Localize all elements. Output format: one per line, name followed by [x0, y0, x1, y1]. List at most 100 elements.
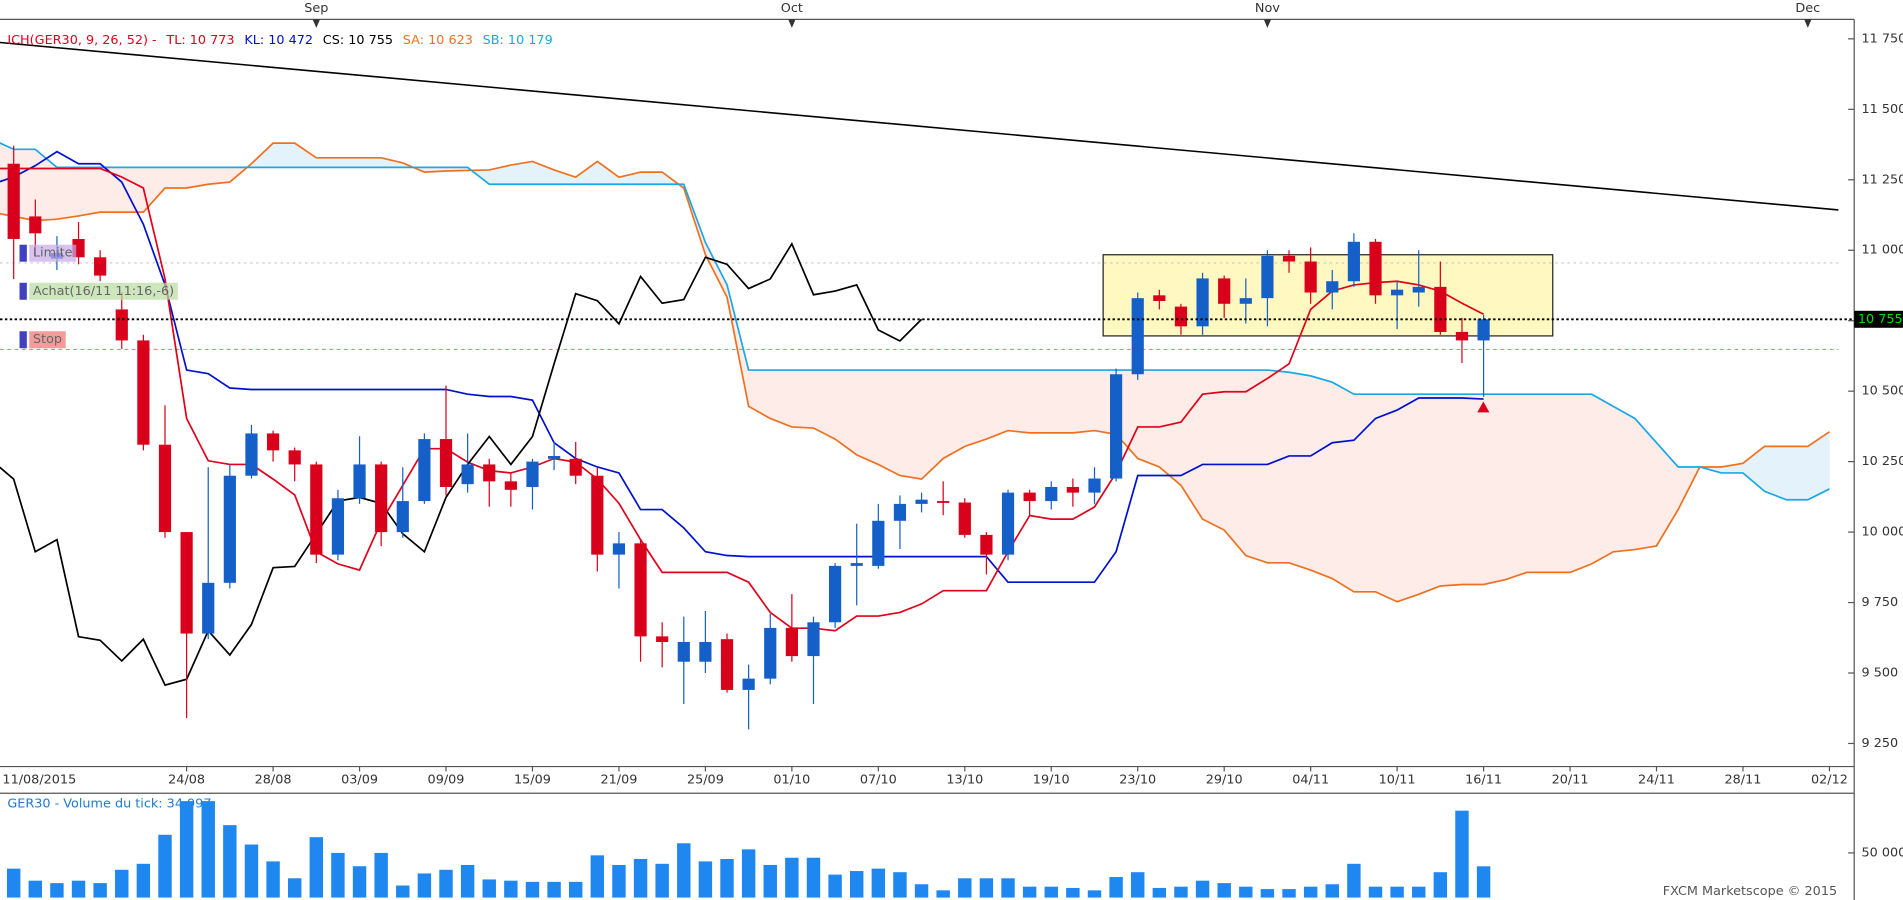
candle-body — [202, 582, 215, 634]
candle-body — [612, 543, 626, 555]
volume-y-tick-label: 50 000 — [1862, 845, 1903, 860]
volume-bar — [352, 866, 367, 898]
candle-body — [29, 216, 42, 234]
volume-bar — [1022, 886, 1037, 898]
candle-body — [634, 543, 647, 637]
candle-body — [353, 464, 366, 499]
candle-body — [223, 475, 236, 583]
cloud-fill — [877, 369, 901, 477]
legend-entry: SB: 10 179 — [483, 33, 553, 48]
legend-entry: CS: 10 755 — [323, 33, 393, 48]
volume-bar — [1476, 866, 1491, 898]
candle-body — [137, 340, 150, 445]
legend-entry: TL: 10 773 — [165, 33, 234, 48]
candle-body — [677, 642, 690, 662]
volume-bar — [568, 881, 583, 898]
volume-bar — [1433, 872, 1448, 898]
volume-bar — [50, 883, 64, 898]
x-tick-label: 02/12 — [1811, 772, 1848, 787]
volume-bar — [1282, 889, 1296, 898]
x-tick-label: 03/09 — [341, 772, 378, 787]
candle-body — [958, 502, 971, 535]
cloud-fill — [964, 369, 987, 447]
volume-bar — [244, 844, 259, 898]
candle-body — [980, 534, 993, 555]
candle-body — [1239, 298, 1252, 304]
cloud-fill — [1072, 369, 1095, 434]
last-price-label: 10 755 — [1858, 312, 1903, 327]
y-tick-label: 10 000 — [1862, 525, 1903, 540]
volume-bar — [136, 863, 151, 898]
volume-bar — [439, 869, 453, 898]
signal-arrow — [1477, 401, 1490, 413]
candle-body — [1110, 374, 1123, 479]
candle-body — [1282, 255, 1296, 262]
cloud-fill — [359, 157, 382, 168]
cloud-fill — [1158, 369, 1182, 487]
volume-bar — [1455, 810, 1469, 898]
cloud-fill — [1007, 369, 1031, 434]
candle-body — [266, 433, 280, 451]
month-label: Nov — [1255, 1, 1280, 16]
volume-bar — [1303, 886, 1318, 898]
cloud-fill — [272, 142, 296, 168]
y-tick-label: 11 750 — [1862, 31, 1903, 46]
cloud-fill — [1418, 393, 1441, 595]
candle-body — [915, 499, 928, 504]
price-plot — [0, 41, 1855, 730]
volume-bar — [1260, 889, 1275, 898]
volume-bar — [1087, 890, 1102, 898]
month-marker — [788, 19, 796, 28]
cloud-fill — [1504, 393, 1528, 581]
volume-bar — [1390, 886, 1404, 898]
x-tick-label: 24/08 — [168, 772, 205, 787]
cloud-fill — [813, 369, 836, 440]
volume-bar — [633, 858, 648, 898]
volume-bar — [525, 881, 540, 898]
candle-body — [785, 627, 798, 657]
candle-body — [1369, 241, 1382, 296]
candle-body — [807, 622, 820, 657]
cloud-fill — [56, 167, 79, 220]
candle-body — [1023, 492, 1036, 502]
candle-body — [764, 627, 777, 679]
cloud-fill — [769, 369, 793, 428]
candle-body — [461, 464, 474, 485]
volume-bar — [1044, 886, 1058, 898]
legend-title: ICH(GER30, 9, 26, 52) - — [7, 33, 156, 48]
x-tick-label: 29/10 — [1206, 772, 1243, 787]
candle-body — [504, 481, 517, 490]
trendline — [0, 41, 1839, 211]
candle-body — [7, 163, 20, 239]
order-label-bg — [29, 331, 66, 349]
cloud-fill — [986, 369, 1009, 440]
cloud-fill — [1267, 369, 1290, 564]
cloud-fill — [791, 369, 814, 429]
volume-bar — [331, 852, 345, 898]
candle-body — [483, 464, 496, 482]
volume-bar — [828, 874, 842, 898]
cloud-fill — [1223, 369, 1247, 557]
indicator-line — [0, 142, 1830, 603]
cloud-fill — [337, 157, 360, 168]
volume-bar — [1109, 877, 1123, 898]
candle-body — [1088, 478, 1101, 493]
volume-bar — [28, 880, 43, 898]
cloud-fill — [1331, 381, 1355, 593]
candle-body — [526, 461, 539, 487]
candle-body — [396, 501, 409, 533]
order-handle — [19, 244, 27, 262]
candle-body — [1131, 298, 1144, 375]
volume-bar — [655, 863, 669, 898]
volume-bar — [979, 878, 994, 898]
cloud-fill — [1526, 393, 1549, 573]
candle-body — [1066, 486, 1079, 493]
volume-title: GER30 - Volume du tick: 34 997 — [7, 797, 211, 812]
candle-body — [569, 458, 582, 476]
candle-body — [1045, 486, 1058, 502]
volume-bar — [1001, 878, 1015, 898]
legend-entry: KL: 10 472 — [244, 33, 313, 48]
volume-bar — [71, 880, 86, 898]
candle-body — [288, 450, 301, 465]
